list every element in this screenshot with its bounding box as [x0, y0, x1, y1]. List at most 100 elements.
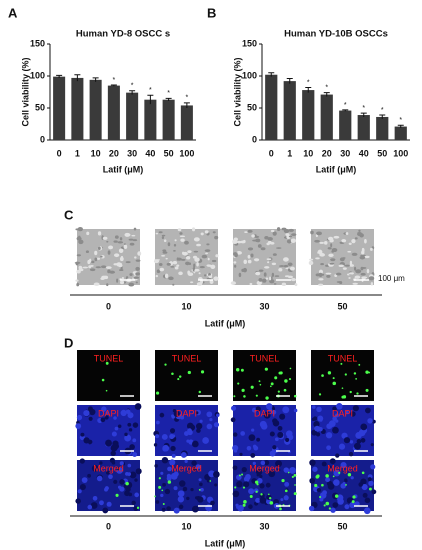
- nucleus: [120, 409, 127, 417]
- tunel-spot: [105, 361, 109, 365]
- cell-texture: [353, 266, 357, 271]
- cell-texture: [93, 282, 100, 286]
- tunel-spot: [136, 506, 140, 510]
- cell-texture: [119, 256, 124, 262]
- nucleus: [83, 410, 90, 417]
- nucleus: [280, 498, 284, 502]
- bar: [302, 90, 315, 140]
- nucleus: [104, 487, 108, 492]
- tunel-spot: [236, 368, 240, 372]
- cell-texture: [135, 272, 140, 276]
- nucleus: [272, 445, 277, 450]
- tunel-spot: [200, 370, 205, 374]
- nucleus: [277, 431, 284, 438]
- cell-texture: [288, 228, 294, 232]
- cell-texture: [342, 267, 347, 270]
- bar: [265, 74, 278, 140]
- nucleus: [356, 439, 362, 444]
- nucleus: [77, 489, 82, 494]
- nucleus: [372, 419, 376, 424]
- error-bar: [147, 94, 154, 105]
- nucleus: [128, 428, 133, 432]
- cell-texture: [274, 275, 280, 277]
- tunel-spot: [355, 378, 358, 380]
- nucleus: [352, 405, 359, 412]
- cell-texture: [187, 250, 192, 254]
- nucleus: [343, 437, 351, 444]
- cell-texture: [209, 279, 214, 284]
- nucleus: [110, 444, 118, 452]
- cell-texture: [88, 265, 92, 269]
- cell-texture: [162, 251, 168, 254]
- tunel-spot: [278, 371, 282, 375]
- bar: [107, 85, 120, 140]
- error-bar: [183, 102, 190, 108]
- cell-texture: [166, 262, 171, 266]
- nucleus: [99, 500, 104, 506]
- nucleus: [344, 478, 348, 482]
- concentration-label: 0: [106, 301, 111, 311]
- nucleus: [169, 433, 175, 440]
- cell-texture: [172, 260, 178, 265]
- bar: [162, 99, 175, 140]
- tunel-spot: [279, 507, 282, 511]
- nucleus: [88, 416, 93, 421]
- cell-texture: [213, 276, 219, 281]
- nucleus: [248, 434, 256, 441]
- cell-texture: [338, 264, 344, 268]
- cell-texture: [89, 268, 96, 272]
- nucleus: [340, 461, 347, 469]
- tunel-spot: [250, 385, 254, 389]
- cell-texture: [291, 233, 297, 237]
- channel-label: Merged: [93, 463, 124, 473]
- nucleus: [334, 413, 339, 418]
- cell-texture: [366, 269, 370, 274]
- tunel-spot: [332, 381, 337, 386]
- bar: [53, 76, 66, 140]
- nucleus: [326, 445, 332, 451]
- cell-texture: [158, 263, 163, 267]
- cell-texture: [264, 266, 270, 269]
- nucleus: [330, 507, 336, 513]
- cell-texture: [233, 261, 237, 264]
- nucleus: [75, 423, 82, 429]
- cell-texture: [288, 268, 291, 272]
- cell-texture: [358, 229, 361, 232]
- cell-texture: [263, 272, 267, 277]
- tunel-spot: [340, 362, 343, 365]
- cell-texture: [78, 239, 84, 245]
- nucleus: [206, 479, 211, 483]
- nucleus: [325, 432, 333, 439]
- cell-texture: [325, 272, 332, 275]
- tunel-spot: [319, 495, 322, 499]
- tunel-spot: [242, 486, 246, 489]
- cell-texture: [161, 236, 165, 240]
- nucleus: [164, 488, 171, 495]
- tunel-spot: [281, 478, 285, 483]
- tunel-spot: [237, 382, 240, 385]
- cell-texture: [243, 259, 247, 264]
- cell-texture: [86, 231, 90, 236]
- nucleus: [237, 504, 244, 512]
- tunel-spot: [334, 494, 339, 498]
- nucleus: [134, 478, 138, 482]
- cell-texture: [158, 231, 163, 234]
- y-axis-label: Cell viability (%): [20, 57, 30, 126]
- cell-texture: [193, 237, 200, 242]
- bar: [283, 81, 296, 140]
- tunel-spot: [344, 373, 347, 376]
- nucleus: [87, 473, 92, 478]
- nucleus: [332, 502, 339, 508]
- tunel-spot: [327, 371, 332, 375]
- bar: [376, 116, 389, 140]
- nucleus: [105, 439, 112, 447]
- nucleus: [365, 407, 371, 414]
- nucleus: [213, 471, 220, 478]
- nucleus: [360, 438, 366, 443]
- cell-texture: [119, 237, 123, 241]
- cell-texture: [331, 248, 338, 253]
- nucleus: [184, 459, 188, 464]
- channel-label: DAPI: [176, 408, 197, 418]
- nucleus: [268, 407, 273, 412]
- cell-texture: [348, 242, 352, 245]
